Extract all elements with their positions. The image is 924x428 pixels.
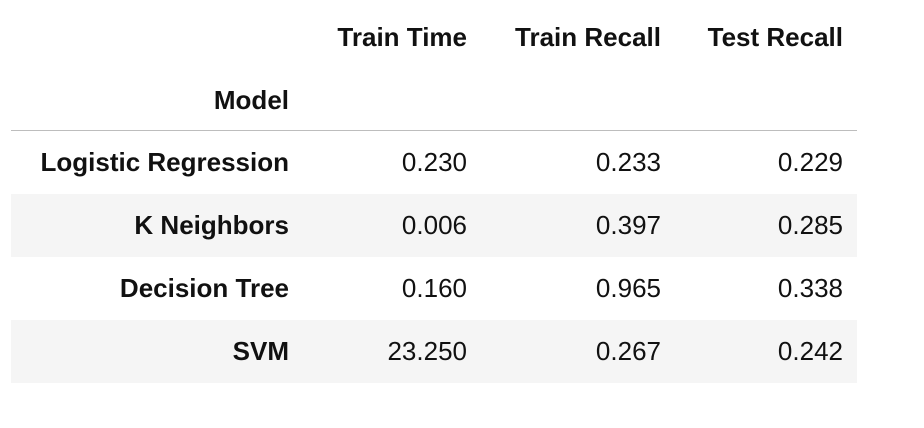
row-label: Decision Tree [119, 272, 289, 303]
index-name-spacer [303, 70, 481, 131]
cell-test-recall: 0.338 [777, 272, 843, 303]
column-header-row: Train Time Train Recall Test Recall [11, 0, 857, 70]
row-label: K Neighbors [134, 209, 289, 240]
index-name-spacer [675, 70, 857, 131]
table-row: Decision Tree 0.160 0.965 0.338 [11, 256, 857, 320]
cell-test-recall: 0.242 [777, 335, 843, 366]
cell-train-recall: 0.397 [595, 209, 661, 240]
column-header-train-recall: Train Recall [515, 21, 661, 52]
row-label: SVM [232, 335, 289, 366]
cell-train-time: 0.230 [401, 146, 467, 177]
row-label: Logistic Regression [40, 146, 290, 177]
cell-train-time: 23.250 [387, 335, 467, 366]
index-name-header: Model [11, 70, 303, 131]
table-row: K Neighbors 0.006 0.397 0.285 [11, 193, 857, 257]
column-header-train-time: Train Time [337, 21, 467, 52]
cell-train-recall: 0.267 [595, 335, 661, 366]
cell-train-time: 0.006 [401, 209, 467, 240]
table-row: Logistic Regression 0.230 0.233 0.229 [11, 130, 857, 194]
index-column-header-blank [11, 0, 303, 70]
cell-test-recall: 0.285 [777, 209, 843, 240]
index-name-row: Model [11, 70, 857, 131]
cell-train-recall: 0.233 [595, 146, 661, 177]
results-table: Train Time Train Recall Test Recall Mode… [11, 0, 857, 383]
column-header-test-recall: Test Recall [707, 21, 843, 52]
cell-train-recall: 0.965 [595, 272, 661, 303]
cell-train-time: 0.160 [401, 272, 467, 303]
cell-test-recall: 0.229 [777, 146, 843, 177]
table-row: SVM 23.250 0.267 0.242 [11, 319, 857, 383]
table-body: Logistic Regression 0.230 0.233 0.229 K … [11, 130, 857, 383]
table-header: Train Time Train Recall Test Recall Mode… [11, 0, 857, 131]
index-name-spacer [481, 70, 675, 131]
